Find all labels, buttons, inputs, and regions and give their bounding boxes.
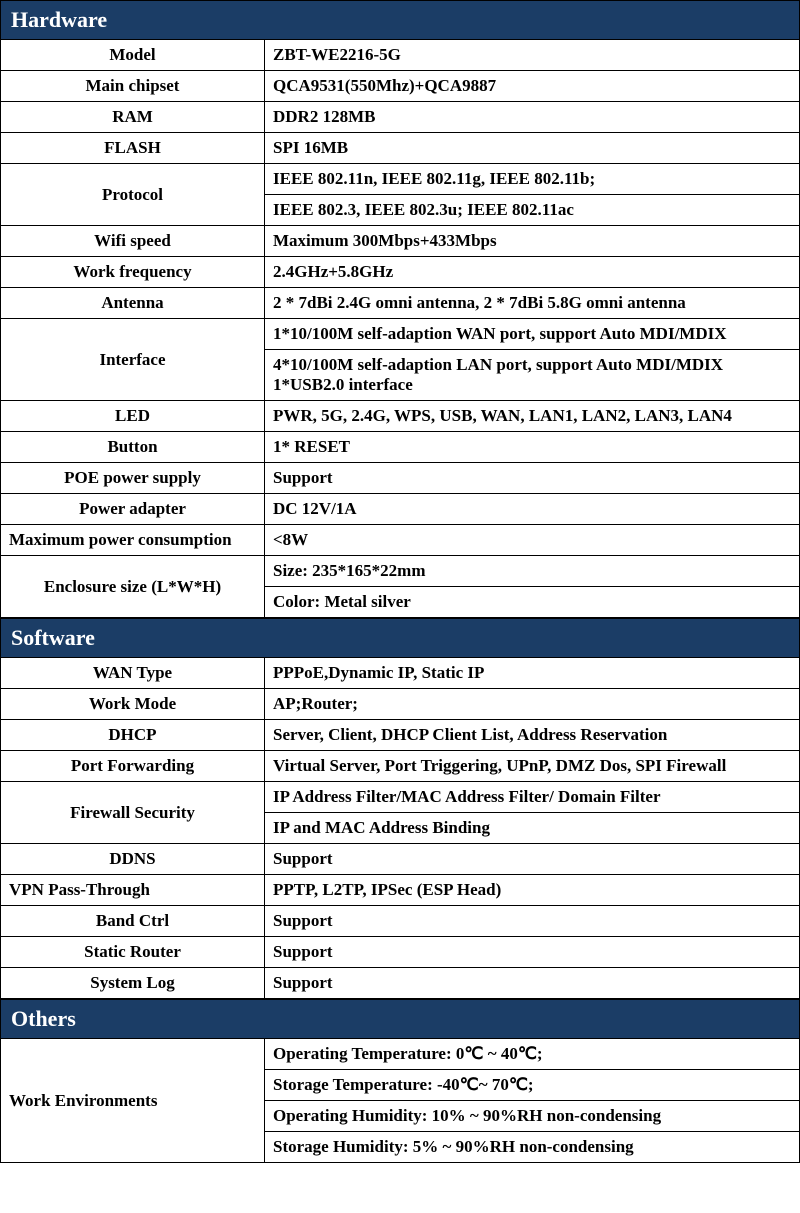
value-protocol-1: IEEE 802.3, IEEE 802.3u; IEEE 802.11ac bbox=[265, 195, 800, 226]
label-ddns: DDNS bbox=[0, 844, 265, 875]
table-row: Maximum power consumption <8W bbox=[0, 525, 800, 556]
value-enclosure-0: Size: 235*165*22mm bbox=[265, 556, 800, 587]
table-row: Work frequency 2.4GHz+5.8GHz bbox=[0, 257, 800, 288]
value-antenna: 2 * 7dBi 2.4G omni antenna, 2 * 7dBi 5.8… bbox=[265, 288, 800, 319]
label-poe: POE power supply bbox=[0, 463, 265, 494]
value-work-env-1: Storage Temperature: -40℃~ 70℃; bbox=[265, 1070, 800, 1101]
value-wifi-speed: Maximum 300Mbps+433Mbps bbox=[265, 226, 800, 257]
table-row: Band Ctrl Support bbox=[0, 906, 800, 937]
table-row: Main chipset QCA9531(550Mhz)+QCA9887 bbox=[0, 71, 800, 102]
value-work-env-2: Operating Humidity: 10% ~ 90%RH non-cond… bbox=[265, 1101, 800, 1132]
value-work-mode: AP;Router; bbox=[265, 689, 800, 720]
label-work-frequency: Work frequency bbox=[0, 257, 265, 288]
label-wan-type: WAN Type bbox=[0, 658, 265, 689]
table-row: FLASH SPI 16MB bbox=[0, 133, 800, 164]
table-row: System Log Support bbox=[0, 968, 800, 999]
table-row: Wifi speed Maximum 300Mbps+433Mbps bbox=[0, 226, 800, 257]
value-led: PWR, 5G, 2.4G, WPS, USB, WAN, LAN1, LAN2… bbox=[265, 401, 800, 432]
value-vpn: PPTP, L2TP, IPSec (ESP Head) bbox=[265, 875, 800, 906]
label-band-ctrl: Band Ctrl bbox=[0, 906, 265, 937]
value-power-adapter: DC 12V/1A bbox=[265, 494, 800, 525]
spec-table: Hardware Model ZBT-WE2216-5G Main chipse… bbox=[0, 0, 800, 1163]
table-row: LED PWR, 5G, 2.4G, WPS, USB, WAN, LAN1, … bbox=[0, 401, 800, 432]
table-row: WAN Type PPPoE,Dynamic IP, Static IP bbox=[0, 658, 800, 689]
label-dhcp: DHCP bbox=[0, 720, 265, 751]
label-power-adapter: Power adapter bbox=[0, 494, 265, 525]
value-wan-type: PPPoE,Dynamic IP, Static IP bbox=[265, 658, 800, 689]
value-system-log: Support bbox=[265, 968, 800, 999]
label-main-chipset: Main chipset bbox=[0, 71, 265, 102]
value-port-forwarding: Virtual Server, Port Triggering, UPnP, D… bbox=[265, 751, 800, 782]
value-button: 1* RESET bbox=[265, 432, 800, 463]
table-row: RAM DDR2 128MB bbox=[0, 102, 800, 133]
label-firewall: Firewall Security bbox=[0, 782, 265, 844]
label-static-router: Static Router bbox=[0, 937, 265, 968]
label-model: Model bbox=[0, 40, 265, 71]
label-port-forwarding: Port Forwarding bbox=[0, 751, 265, 782]
table-row: Enclosure size (L*W*H) Size: 235*165*22m… bbox=[0, 556, 800, 618]
label-antenna: Antenna bbox=[0, 288, 265, 319]
value-static-router: Support bbox=[265, 937, 800, 968]
label-interface: Interface bbox=[0, 319, 265, 401]
label-button: Button bbox=[0, 432, 265, 463]
table-row: Model ZBT-WE2216-5G bbox=[0, 40, 800, 71]
label-ram: RAM bbox=[0, 102, 265, 133]
table-row: Firewall Security IP Address Filter/MAC … bbox=[0, 782, 800, 844]
value-firewall-0: IP Address Filter/MAC Address Filter/ Do… bbox=[265, 782, 800, 813]
table-row: Port Forwarding Virtual Server, Port Tri… bbox=[0, 751, 800, 782]
value-work-frequency: 2.4GHz+5.8GHz bbox=[265, 257, 800, 288]
value-ddns: Support bbox=[265, 844, 800, 875]
value-flash: SPI 16MB bbox=[265, 133, 800, 164]
value-main-chipset: QCA9531(550Mhz)+QCA9887 bbox=[265, 71, 800, 102]
value-firewall-1: IP and MAC Address Binding bbox=[265, 813, 800, 844]
value-interface-0: 1*10/100M self-adaption WAN port, suppor… bbox=[265, 319, 800, 350]
label-led: LED bbox=[0, 401, 265, 432]
section-header-others: Others bbox=[0, 999, 800, 1039]
table-row: Protocol IEEE 802.11n, IEEE 802.11g, IEE… bbox=[0, 164, 800, 226]
value-work-env-3: Storage Humidity: 5% ~ 90%RH non-condens… bbox=[265, 1132, 800, 1163]
value-interface-1: 4*10/100M self-adaption LAN port, suppor… bbox=[265, 350, 800, 401]
value-band-ctrl: Support bbox=[265, 906, 800, 937]
section-header-hardware: Hardware bbox=[0, 0, 800, 40]
table-row: POE power supply Support bbox=[0, 463, 800, 494]
table-row: Power adapter DC 12V/1A bbox=[0, 494, 800, 525]
table-row: Work Mode AP;Router; bbox=[0, 689, 800, 720]
label-system-log: System Log bbox=[0, 968, 265, 999]
table-row: Interface 1*10/100M self-adaption WAN po… bbox=[0, 319, 800, 401]
value-protocol-0: IEEE 802.11n, IEEE 802.11g, IEEE 802.11b… bbox=[265, 164, 800, 195]
table-row: DHCP Server, Client, DHCP Client List, A… bbox=[0, 720, 800, 751]
label-work-mode: Work Mode bbox=[0, 689, 265, 720]
table-row: Antenna 2 * 7dBi 2.4G omni antenna, 2 * … bbox=[0, 288, 800, 319]
label-protocol: Protocol bbox=[0, 164, 265, 226]
label-enclosure: Enclosure size (L*W*H) bbox=[0, 556, 265, 618]
table-row: VPN Pass-Through PPTP, L2TP, IPSec (ESP … bbox=[0, 875, 800, 906]
value-enclosure-1: Color: Metal silver bbox=[265, 587, 800, 618]
label-vpn: VPN Pass-Through bbox=[0, 875, 265, 906]
section-header-software: Software bbox=[0, 618, 800, 658]
table-row: Static Router Support bbox=[0, 937, 800, 968]
label-work-env: Work Environments bbox=[0, 1039, 265, 1163]
value-dhcp: Server, Client, DHCP Client List, Addres… bbox=[265, 720, 800, 751]
value-ram: DDR2 128MB bbox=[265, 102, 800, 133]
table-row: Button 1* RESET bbox=[0, 432, 800, 463]
value-model: ZBT-WE2216-5G bbox=[265, 40, 800, 71]
value-poe: Support bbox=[265, 463, 800, 494]
label-max-power: Maximum power consumption bbox=[0, 525, 265, 556]
label-wifi-speed: Wifi speed bbox=[0, 226, 265, 257]
table-row: DDNS Support bbox=[0, 844, 800, 875]
table-row: Work Environments Operating Temperature:… bbox=[0, 1039, 800, 1163]
value-max-power: <8W bbox=[265, 525, 800, 556]
value-work-env-0: Operating Temperature: 0℃ ~ 40℃; bbox=[265, 1039, 800, 1070]
label-flash: FLASH bbox=[0, 133, 265, 164]
